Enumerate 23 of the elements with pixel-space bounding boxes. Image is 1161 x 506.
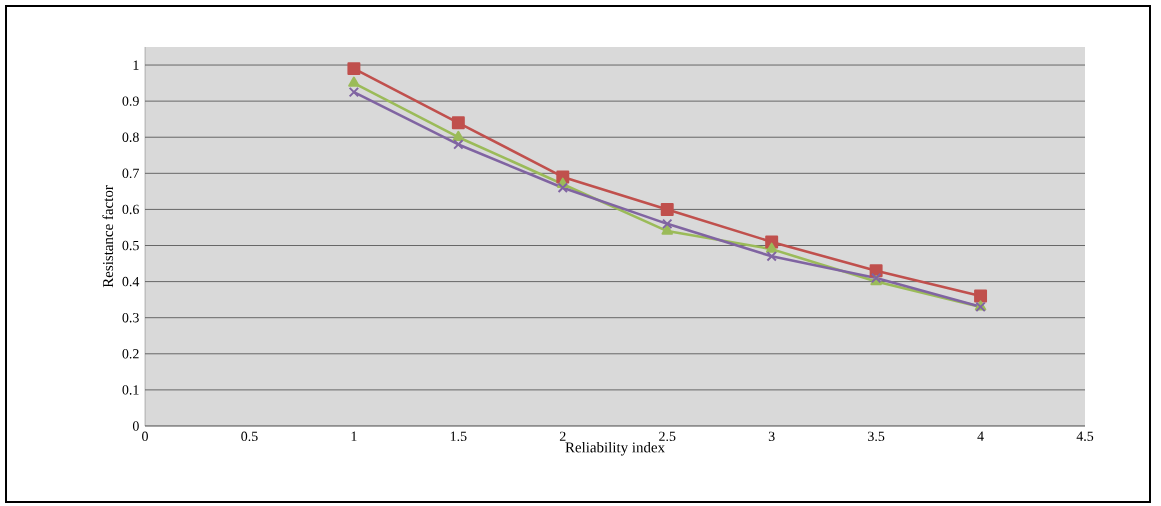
y-tick-label: 0.8: [122, 132, 139, 142]
x-axis-title: Reliability index: [565, 441, 665, 456]
x-tick-label: 2.5: [659, 431, 676, 442]
y-tick-label: 0.7: [122, 168, 139, 179]
x-tick-label: 2: [559, 431, 566, 441]
y-tick-label: 0.5: [122, 240, 139, 251]
x-tick-label: 0.5: [241, 431, 258, 442]
y-tick-label: 0.2: [122, 349, 139, 359]
y-tick-label: 0.3: [122, 312, 139, 323]
y-tick-label: 0.6: [122, 204, 139, 215]
x-tick-label: 3: [768, 431, 775, 442]
x-tick-label: 3.5: [868, 431, 885, 442]
y-tick-label: 0.1: [122, 385, 139, 395]
y-tick-label: 1: [133, 60, 139, 70]
y-tick-label: 0: [132, 421, 139, 431]
x-tick-label: 1.5: [450, 431, 467, 442]
x-tick-label: 4: [977, 431, 984, 441]
y-axis-title: Resistance factor: [102, 185, 114, 288]
y-tick-label: 0.4: [122, 276, 140, 287]
x-tick-label: 1: [351, 431, 357, 441]
x-tick-label: 4.5: [1076, 431, 1094, 442]
y-tick-label: 0.9: [122, 96, 139, 106]
x-tick-label: 0: [142, 431, 148, 442]
